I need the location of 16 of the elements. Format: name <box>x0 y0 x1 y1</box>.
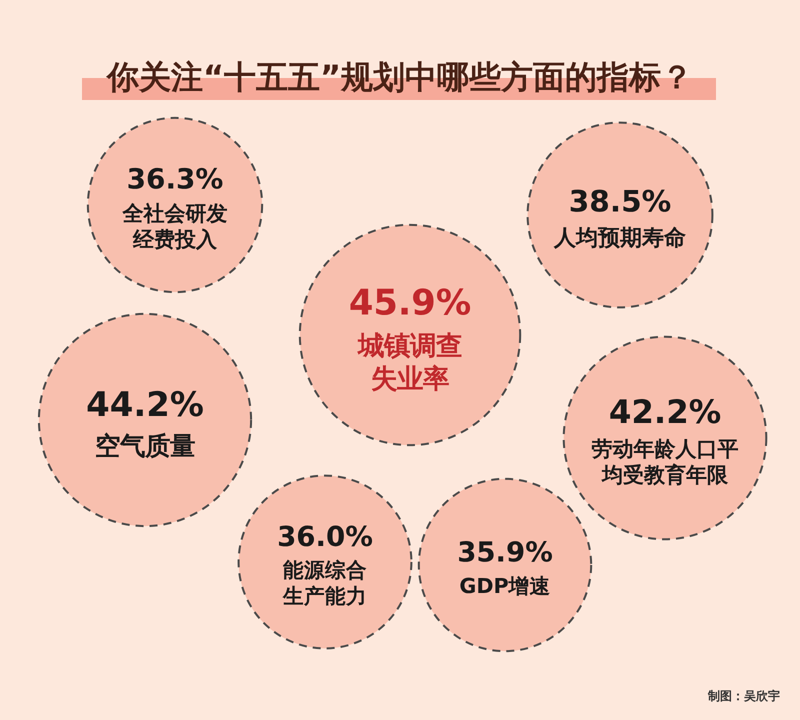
data-label: 45.9% <box>348 282 472 324</box>
category-label: 人均预期寿命 <box>553 225 686 252</box>
text: 制图：吴欣宇 <box>707 689 780 703</box>
data-label: 44.2% <box>86 384 204 425</box>
data-label: 42.2% <box>608 393 722 432</box>
category-label: 空气质量 <box>95 432 195 462</box>
category-label: 城镇调查失业率 <box>357 330 462 394</box>
data-label: 36.3% <box>126 162 224 196</box>
data-label: 36.0% <box>277 520 373 553</box>
category-label: 劳动年龄人口平均受教育年限 <box>592 436 738 488</box>
data-label: 35.9% <box>457 536 553 569</box>
category-label: 能源综合生产能力 <box>282 558 367 608</box>
category-label: 全社会研发经费投入 <box>122 201 228 252</box>
category-label: GDP增速 <box>459 574 551 598</box>
text: 你关注“十五五”规划中哪些方面的指标？ <box>104 58 694 96</box>
data-label: 38.5% <box>568 184 672 218</box>
